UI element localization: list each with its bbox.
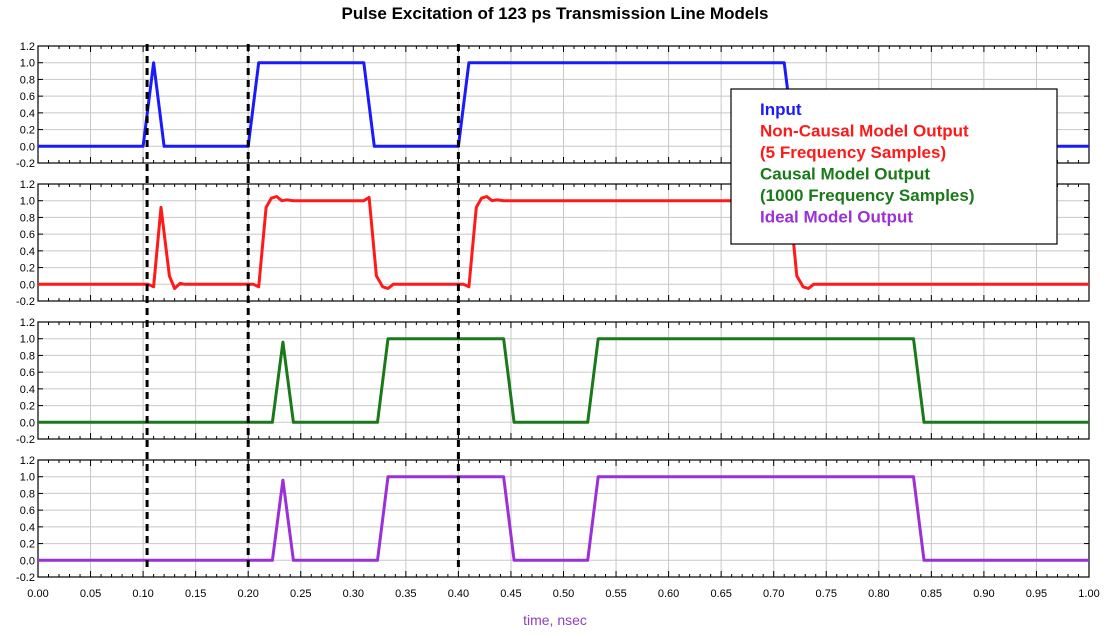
y-tick-label: 0.0 xyxy=(20,417,35,429)
y-tick-label: 0.2 xyxy=(20,263,35,275)
legend-box xyxy=(730,88,1058,245)
series-line xyxy=(38,475,1089,562)
x-tick-label: 0.45 xyxy=(500,588,521,600)
y-tick-label: 1.0 xyxy=(20,334,35,346)
y-tick-label: 0.6 xyxy=(20,91,35,103)
x-tick-label: 0.00 xyxy=(27,588,48,600)
y-tick-label: -0.2 xyxy=(16,158,35,170)
x-tick-label: 0.05 xyxy=(80,588,101,600)
x-tick-label: 0.55 xyxy=(605,588,626,600)
panel-frame xyxy=(37,183,1090,302)
legend-entry: Non-Causal Model Output xyxy=(760,122,969,141)
x-tick-label: 0.90 xyxy=(973,588,994,600)
x-tick-label: 0.95 xyxy=(1026,588,1047,600)
y-tick-label: 0.8 xyxy=(20,74,35,86)
x-tick-label: 0.50 xyxy=(553,588,574,600)
y-tick-label: 0.6 xyxy=(20,229,35,241)
y-tick-label: 1.0 xyxy=(20,472,35,484)
panel-frame xyxy=(37,459,1090,578)
y-tick-label: -0.2 xyxy=(16,434,35,446)
y-tick-label: 0.0 xyxy=(20,279,35,291)
series-line xyxy=(38,337,1089,424)
x-tick-label: 0.10 xyxy=(132,588,153,600)
x-tick-label: 0.15 xyxy=(185,588,206,600)
y-tick-label: 1.0 xyxy=(20,196,35,208)
y-tick-label: 0.0 xyxy=(20,141,35,153)
legend-entry: Causal Model Output xyxy=(760,165,930,184)
x-tick-label: 1.00 xyxy=(1078,588,1099,600)
y-tick-label: 0.8 xyxy=(20,350,35,362)
y-tick-label: 0.2 xyxy=(20,401,35,413)
y-tick-label: 0.2 xyxy=(20,125,35,137)
x-tick-label: 0.35 xyxy=(395,588,416,600)
y-tick-label: 1.2 xyxy=(20,455,35,467)
y-tick-label: 0.4 xyxy=(20,522,35,534)
panel-frame xyxy=(37,45,1090,164)
y-tick-label: 1.2 xyxy=(20,179,35,191)
x-tick-label: 0.30 xyxy=(343,588,364,600)
x-tick-label: 0.65 xyxy=(710,588,731,600)
x-tick-label: 0.40 xyxy=(448,588,469,600)
y-tick-label: 0.2 xyxy=(20,539,35,551)
x-axis-label: time, nsec xyxy=(523,612,587,628)
panel-frame xyxy=(37,321,1090,440)
y-tick-label: 0.6 xyxy=(20,367,35,379)
legend-entry: Input xyxy=(760,100,802,119)
y-tick-label: 0.8 xyxy=(20,212,35,224)
y-tick-label: -0.2 xyxy=(16,572,35,584)
legend-entry: (1000 Frequency Samples) xyxy=(760,186,974,205)
x-tick-label: 0.60 xyxy=(658,588,679,600)
legend-entry: (5 Frequency Samples) xyxy=(760,143,946,162)
y-tick-label: 1.2 xyxy=(20,317,35,329)
chart-title: Pulse Excitation of 123 ps Transmission … xyxy=(341,4,769,23)
y-tick-label: 0.6 xyxy=(20,505,35,517)
x-tick-label: 0.70 xyxy=(763,588,784,600)
x-tick-label: 0.25 xyxy=(290,588,311,600)
y-tick-label: 1.2 xyxy=(20,41,35,53)
x-tick-label: 0.20 xyxy=(237,588,258,600)
x-tick-label: 0.80 xyxy=(868,588,889,600)
y-tick-label: 0.4 xyxy=(20,384,35,396)
legend-entry: Ideal Model Output xyxy=(760,208,913,227)
y-tick-label: 1.0 xyxy=(20,58,35,70)
y-tick-label: 0.4 xyxy=(20,108,35,120)
x-tick-label: 0.75 xyxy=(816,588,837,600)
y-tick-label: 0.0 xyxy=(20,555,35,567)
y-tick-label: 0.8 xyxy=(20,488,35,500)
y-tick-label: 0.4 xyxy=(20,246,35,258)
y-tick-label: -0.2 xyxy=(16,296,35,308)
x-tick-label: 0.85 xyxy=(921,588,942,600)
series-line xyxy=(38,61,1089,148)
